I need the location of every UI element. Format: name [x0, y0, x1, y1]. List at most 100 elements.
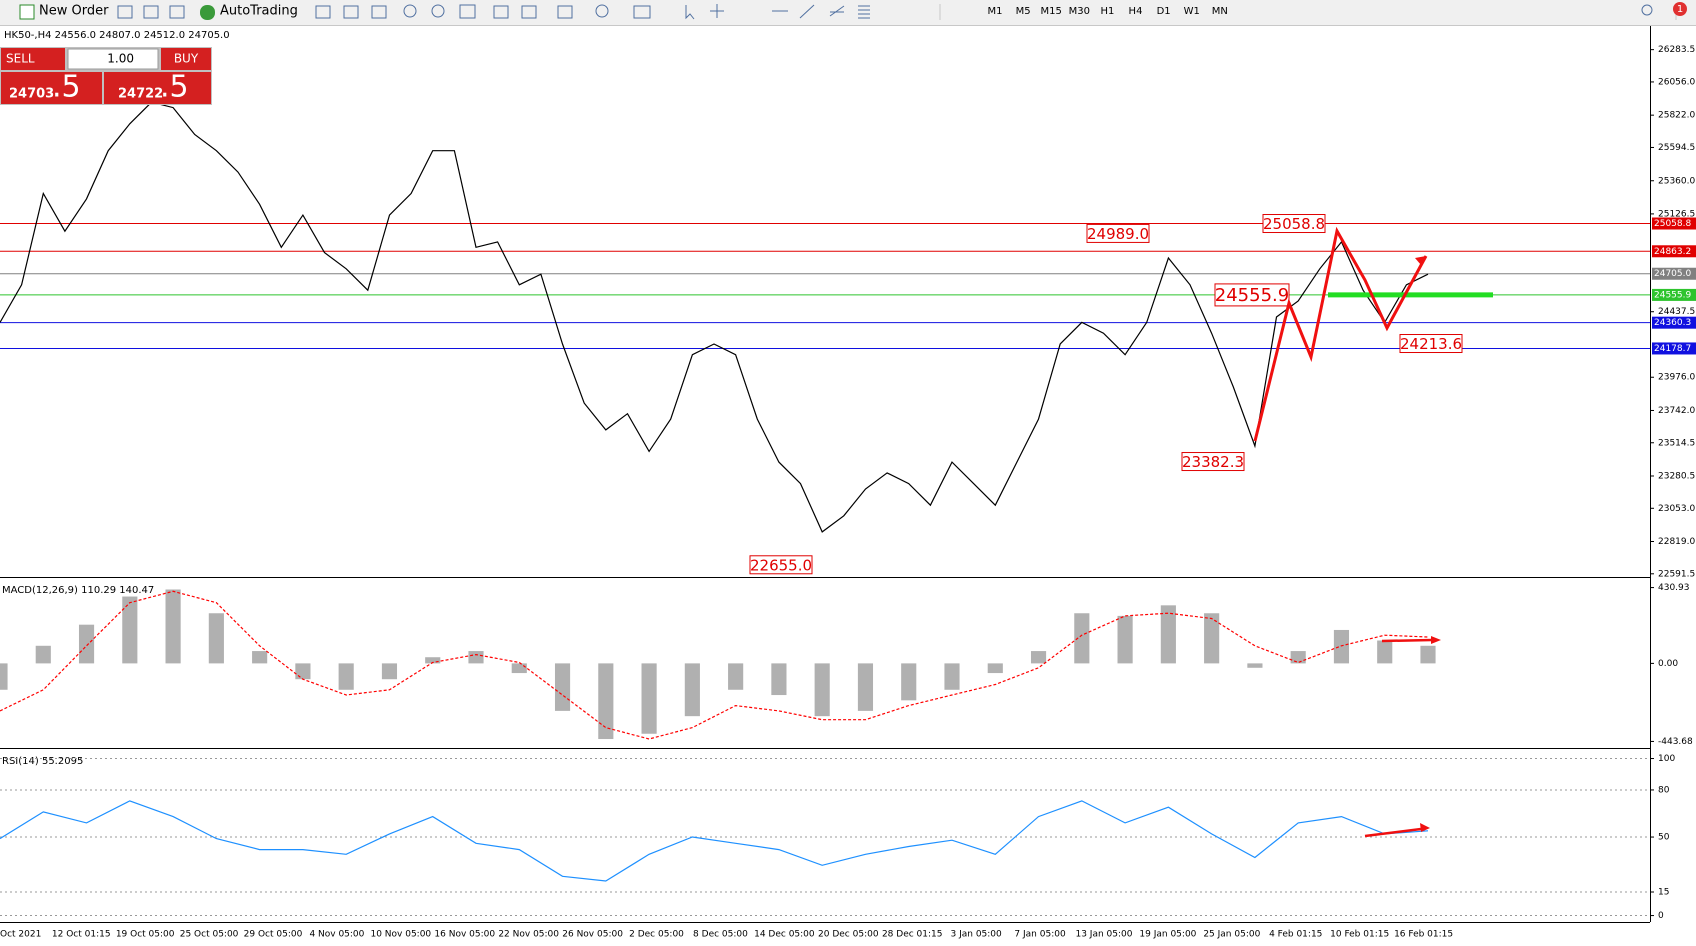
x-tick-label: 29 Oct 05:00 — [244, 930, 303, 940]
y-tick-label: 23053.0 — [1658, 504, 1695, 514]
series-line — [0, 590, 1429, 740]
histogram-bar — [252, 651, 268, 664]
tool-icon[interactable] — [493, 5, 509, 19]
autotrading-button[interactable]: AutoTrading — [220, 4, 298, 19]
buy-button[interactable] — [161, 48, 211, 70]
annotation-label: 25058.8 — [1263, 215, 1325, 233]
tool-icon[interactable] — [521, 5, 537, 19]
ask-pips: .5 — [160, 70, 189, 105]
new-order-icon[interactable] — [19, 4, 35, 20]
notification-badge[interactable] — [1673, 2, 1687, 16]
annotation-label: 22655.0 — [750, 556, 812, 574]
buy-label[interactable]: BUY — [174, 52, 199, 66]
x-tick-label: 14 Dec 05:00 — [754, 930, 815, 940]
x-tick-label: 8 Dec 05:00 — [693, 930, 748, 940]
histogram-bar — [1117, 615, 1133, 664]
level-label-box — [1652, 245, 1696, 258]
y-tick-label: 25822.0 — [1658, 111, 1695, 121]
channel-icon[interactable] — [829, 5, 845, 17]
bid-box[interactable] — [1, 72, 102, 104]
timeframe-button[interactable]: W1 — [1184, 6, 1200, 17]
tool-icon[interactable] — [169, 5, 185, 19]
volume-input[interactable] — [67, 48, 159, 70]
x-tick-label: 10 Nov 05:00 — [370, 930, 431, 940]
y-tick-label: 25594.5 — [1658, 143, 1695, 153]
templates-icon[interactable] — [633, 5, 651, 19]
timeframe-button[interactable]: H1 — [1100, 6, 1114, 17]
x-tick-label: 28 Dec 01:15 — [882, 930, 943, 940]
level-label-box — [1652, 342, 1696, 355]
crosshair-icon[interactable] — [710, 4, 724, 18]
histogram-bar — [1160, 605, 1176, 664]
sell-label[interactable]: SELL — [6, 52, 35, 66]
trade-panel: SELL BUY 1.00 24703 .5 24722 .5 — [0, 47, 212, 105]
drawn-arrow — [1381, 638, 1433, 643]
x-tick-label: 19 Jan 05:00 — [1139, 930, 1196, 940]
x-tick-label: 2 Dec 05:00 — [629, 930, 684, 940]
y-tick-label: 23280.5 — [1658, 471, 1695, 481]
zoom-in[interactable] — [403, 4, 417, 18]
periods-icon[interactable] — [595, 4, 609, 18]
histogram-bar — [165, 589, 181, 664]
timeframe-button[interactable]: MN — [1212, 6, 1228, 17]
level-label: 24555.9 — [1654, 290, 1691, 300]
histogram-bar — [122, 596, 138, 664]
new-order-button[interactable]: New Order — [39, 4, 109, 19]
x-tick-label: 12 Oct 01:15 — [52, 930, 111, 940]
histogram-bar — [295, 663, 311, 680]
histogram-bar — [35, 645, 51, 664]
x-tick-label: 3 Jan 05:00 — [951, 930, 1003, 940]
drawn-zigzag — [1253, 226, 1428, 442]
y-tick-label: 100 — [1658, 754, 1675, 764]
timeframe-button[interactable]: H4 — [1129, 6, 1143, 17]
level-label-box — [1652, 217, 1696, 230]
y-tick-label: 23976.0 — [1658, 373, 1695, 383]
tool-icon[interactable] — [315, 5, 331, 19]
histogram-bar — [78, 624, 95, 664]
y-tick-label: 50 — [1658, 833, 1670, 843]
trendline-icon[interactable] — [799, 4, 815, 19]
level-label-box — [1652, 267, 1696, 280]
tool-icon[interactable] — [117, 5, 133, 19]
indicators-icon[interactable] — [557, 5, 573, 19]
series-line — [0, 101, 1429, 533]
zoom-out[interactable] — [431, 4, 445, 18]
search-icon[interactable] — [1641, 4, 1653, 16]
arrow-head — [1431, 636, 1441, 644]
fibo-icon[interactable] — [858, 5, 870, 19]
x-tick-label: 4 Feb 01:15 — [1269, 930, 1322, 940]
timeframe-button[interactable]: D1 — [1157, 6, 1171, 17]
ask-box[interactable] — [104, 72, 211, 104]
x-tick-label: 13 Jan 05:00 — [1075, 930, 1132, 940]
y-tick-label: 0.00 — [1658, 659, 1678, 669]
chart-header: HK50-,H4 24556.0 24807.0 24512.0 24705.0 — [4, 30, 230, 41]
autotrading-icon[interactable] — [200, 5, 215, 20]
histogram-bar — [425, 657, 441, 664]
tool-icon[interactable] — [371, 5, 387, 19]
x-tick-label: 20 Dec 05:00 — [818, 930, 879, 940]
x-tick-label: 4 Nov 05:00 — [309, 930, 364, 940]
timeframe-button[interactable]: M1 — [988, 6, 1003, 17]
drawn-arrow — [1364, 827, 1422, 838]
histogram-bar — [598, 663, 614, 740]
histogram-bar — [987, 663, 1003, 674]
level-label: 24863.2 — [1654, 247, 1691, 257]
timeframe-button[interactable]: M30 — [1069, 6, 1090, 17]
cursor-icon[interactable] — [685, 5, 695, 20]
tile-icon[interactable] — [459, 4, 476, 19]
annotation-box — [749, 555, 813, 575]
timeframe-button[interactable]: M15 — [1041, 6, 1062, 17]
y-tick-label: 15 — [1658, 888, 1669, 898]
arrow-head — [1415, 256, 1426, 265]
annotation-box — [1086, 223, 1150, 243]
sell-button[interactable] — [1, 48, 65, 70]
tool-icon[interactable] — [143, 5, 159, 19]
timeframe-button[interactable]: M5 — [1016, 6, 1031, 17]
tool-icon[interactable] — [343, 5, 359, 19]
volume-value[interactable]: 1.00 — [107, 52, 134, 66]
histogram-bar — [1074, 613, 1090, 664]
y-tick-label: 80 — [1658, 785, 1670, 795]
histogram-bar — [1030, 651, 1047, 664]
